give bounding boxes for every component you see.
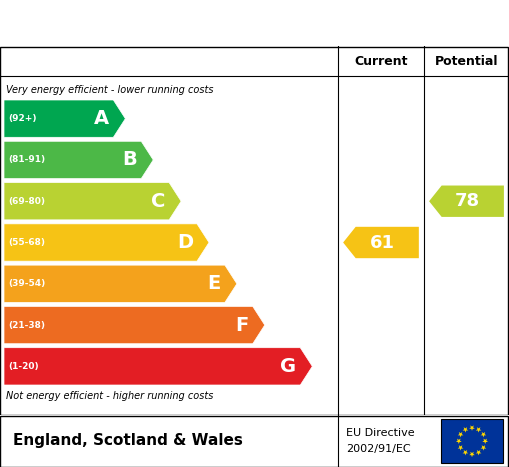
Text: G: G xyxy=(280,357,296,376)
Polygon shape xyxy=(483,439,488,444)
Polygon shape xyxy=(4,224,209,261)
Polygon shape xyxy=(476,427,482,432)
Polygon shape xyxy=(4,348,313,385)
Text: F: F xyxy=(236,316,249,334)
Polygon shape xyxy=(456,439,462,444)
Text: E: E xyxy=(208,274,221,293)
Polygon shape xyxy=(429,185,504,217)
Polygon shape xyxy=(4,183,181,220)
Polygon shape xyxy=(469,452,475,457)
Polygon shape xyxy=(480,432,486,438)
Polygon shape xyxy=(4,100,125,137)
Text: (21-38): (21-38) xyxy=(8,320,45,330)
Text: Energy Efficiency Rating: Energy Efficiency Rating xyxy=(10,13,317,33)
Polygon shape xyxy=(4,306,265,344)
Polygon shape xyxy=(458,445,463,451)
Text: B: B xyxy=(123,150,137,170)
Text: EU Directive: EU Directive xyxy=(346,428,415,438)
Text: (92+): (92+) xyxy=(8,114,37,123)
Polygon shape xyxy=(463,450,468,455)
Text: Current: Current xyxy=(354,55,408,68)
Text: 78: 78 xyxy=(455,192,480,210)
Bar xyxy=(441,419,503,463)
Text: 61: 61 xyxy=(370,234,395,252)
Text: (39-54): (39-54) xyxy=(8,279,45,288)
Polygon shape xyxy=(458,432,463,438)
Text: Very energy efficient - lower running costs: Very energy efficient - lower running co… xyxy=(6,85,213,95)
Text: (55-68): (55-68) xyxy=(8,238,45,247)
Polygon shape xyxy=(463,427,468,432)
Text: Not energy efficient - higher running costs: Not energy efficient - higher running co… xyxy=(6,391,213,401)
Polygon shape xyxy=(4,265,237,303)
Text: D: D xyxy=(177,233,193,252)
Text: Potential: Potential xyxy=(435,55,498,68)
Text: A: A xyxy=(94,109,109,128)
Polygon shape xyxy=(4,142,153,178)
Polygon shape xyxy=(469,425,475,431)
Text: C: C xyxy=(151,192,165,211)
Text: England, Scotland & Wales: England, Scotland & Wales xyxy=(14,433,243,448)
Text: (69-80): (69-80) xyxy=(8,197,45,206)
Polygon shape xyxy=(476,450,482,455)
Polygon shape xyxy=(480,445,486,451)
Text: (81-91): (81-91) xyxy=(8,156,45,164)
Text: 2002/91/EC: 2002/91/EC xyxy=(346,444,411,454)
Polygon shape xyxy=(343,227,419,258)
Text: (1-20): (1-20) xyxy=(8,362,39,371)
